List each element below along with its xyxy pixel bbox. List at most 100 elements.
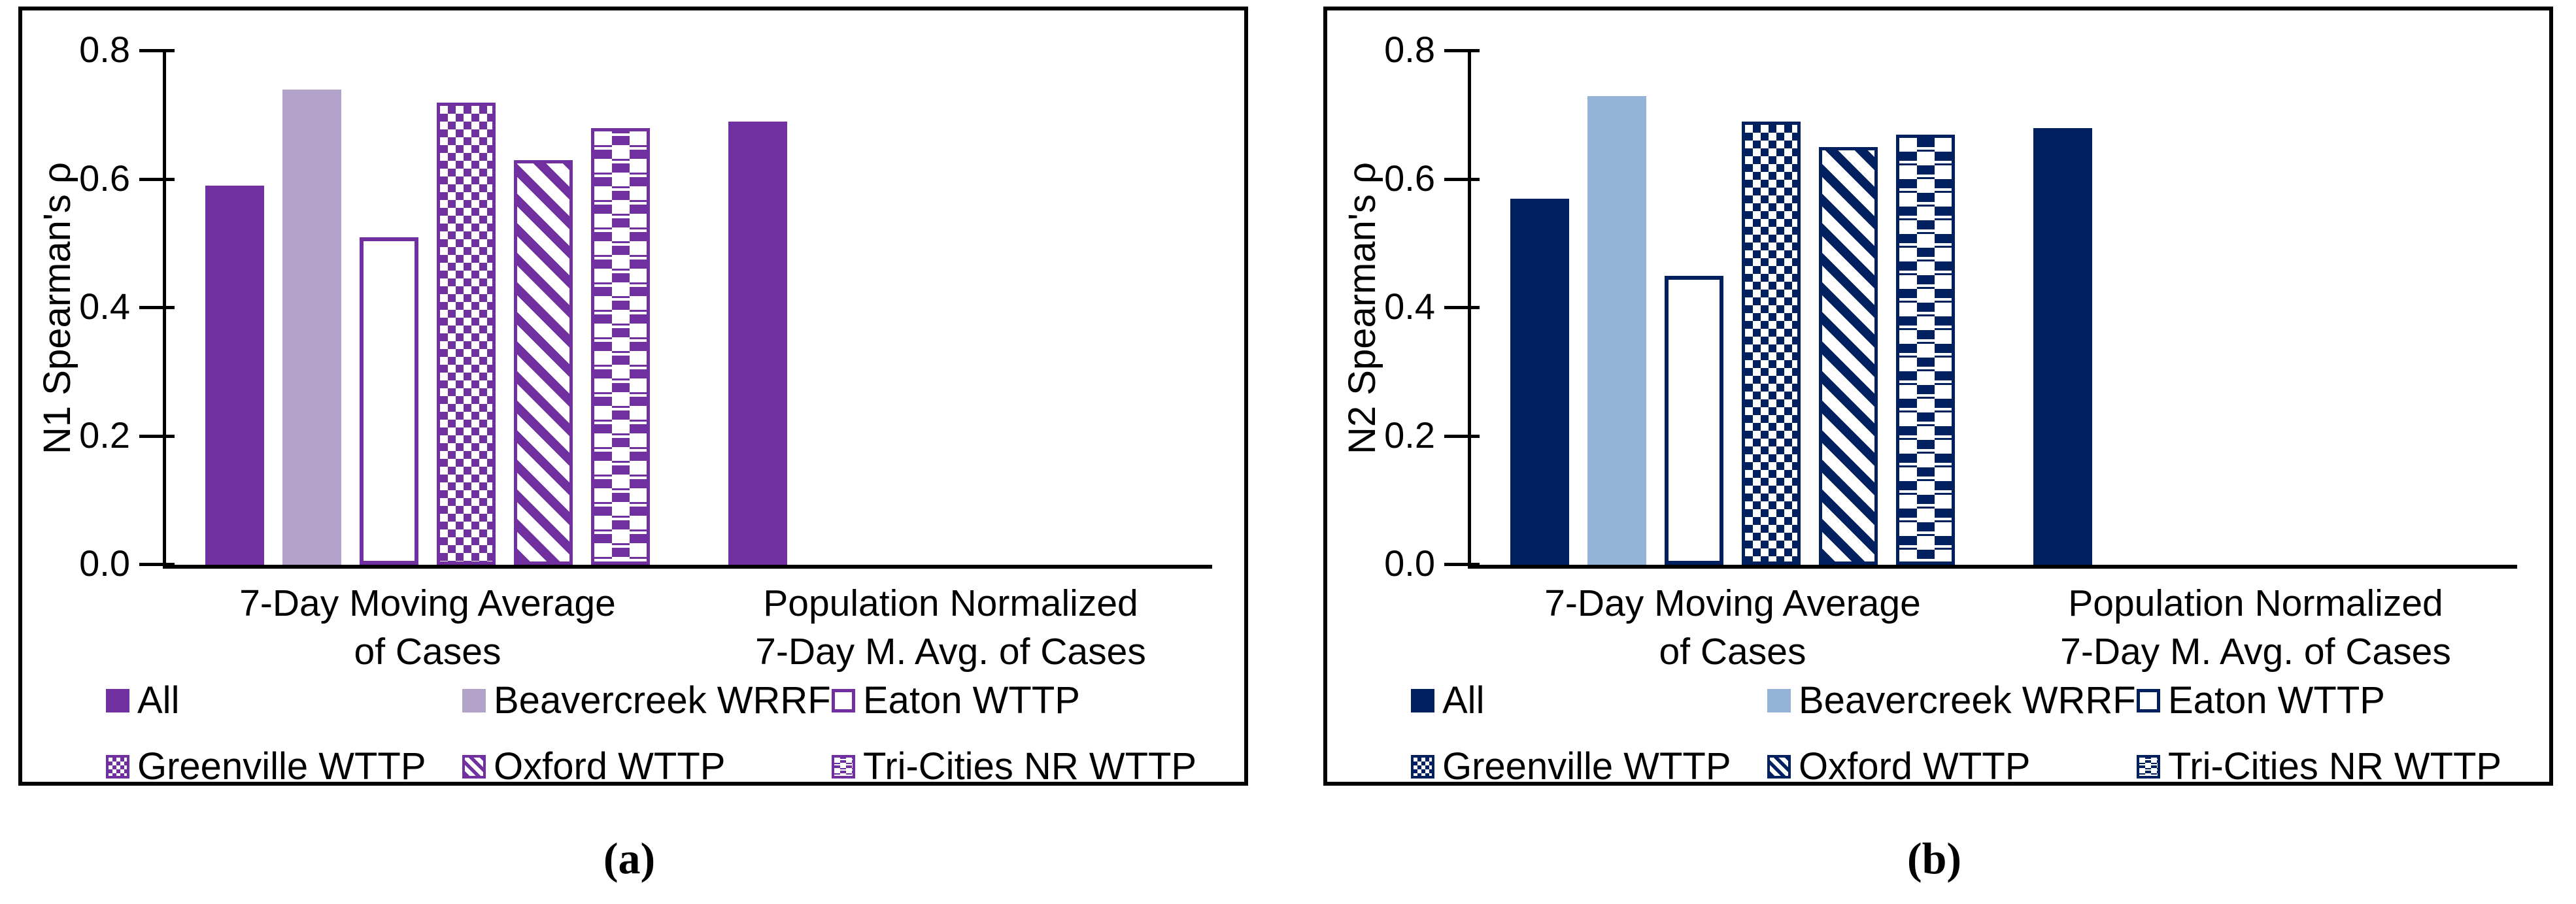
x-category-label-line: of Cases <box>354 631 501 673</box>
y-tick-label: 0.2 <box>79 414 130 456</box>
legend-swatch-tri-cities-nr-wttp <box>2137 754 2160 778</box>
x-category-label-line: Population Normalized <box>763 582 1138 624</box>
bar-all-cat1 <box>205 186 264 565</box>
caption-a: (a) <box>603 833 656 883</box>
bar-greenville-wttp-cat1 <box>1742 122 1801 565</box>
legend-label-tri-cities-nr-wttp: Tri-Cities NR WTTP <box>2168 745 2502 788</box>
legend-item-greenville-wttp: Greenville WTTP <box>106 745 462 788</box>
category-group-2 <box>689 51 1212 565</box>
bar-slot <box>514 51 573 565</box>
x-category-label-2: Population Normalized 7-Day M. Avg. of Ca… <box>689 579 1212 676</box>
legend-label-all: All <box>1442 679 1485 722</box>
y-tick-label: 0.0 <box>79 543 130 584</box>
legend-label-beavercreek-wrrf: Beavercreek WRRF <box>1799 679 2136 722</box>
x-category-label-line: 7-Day M. Avg. of Cases <box>2060 631 2451 673</box>
legend-item-eaton-wttp: Eaton WTTP <box>832 678 1204 722</box>
legend-label-greenville-wttp: Greenville WTTP <box>1442 745 1731 788</box>
legend-swatch-all <box>106 688 129 712</box>
y-tick <box>1444 49 1480 52</box>
category-group-2 <box>1994 51 2517 565</box>
bar-slot <box>1510 51 1569 565</box>
y-tick-label: 0.4 <box>1384 286 1435 327</box>
category-group-1 <box>1471 51 1994 565</box>
chart-panel-a: N1 Spearman's ρ 0.0 0.2 0.4 0.6 0.8 7-Day Movi… <box>18 7 1248 788</box>
legend-item-eaton-wttp: Eaton WTTP <box>2137 678 2509 722</box>
bar-slot <box>1114 51 1173 565</box>
legend-swatch-greenville-wttp <box>1411 754 1434 778</box>
bar-tri-cities-nr-wttp-cat1 <box>1896 134 1955 565</box>
bar-beavercreek-wrrf-cat1 <box>282 89 341 565</box>
bar-all-cat2 <box>2033 127 2092 565</box>
y-tick-label: 0.8 <box>1384 29 1435 70</box>
x-category-label-1: 7-Day Moving Average of Cases <box>166 579 689 676</box>
legend-label-eaton-wttp: Eaton WTTP <box>863 679 1080 722</box>
x-category-label-line: 7-Day Moving Average <box>1544 582 1921 624</box>
legend-label-beavercreek-wrrf: Beavercreek WRRF <box>494 679 831 722</box>
bar-beavercreek-wrrf-cat1 <box>1587 95 1646 565</box>
bar-slot <box>1742 51 1801 565</box>
y-tick-label: 0.8 <box>79 29 130 70</box>
caption-b: (b) <box>1907 833 1962 883</box>
bar-slot <box>2188 51 2246 565</box>
legend-item-beavercreek-wrrf: Beavercreek WRRF <box>462 678 832 722</box>
plot-area: 0.0 0.2 0.4 0.6 0.8 7-Day Moving Average of Ca… <box>1384 31 2517 673</box>
legend-item-tri-cities-nr-wttp: Tri-Cities NR WTTP <box>2137 745 2509 788</box>
bar-slot <box>1819 51 1878 565</box>
y-tick <box>139 306 175 309</box>
category-group-1 <box>166 51 689 565</box>
y-tick <box>1444 434 1480 438</box>
legend: All Beavercreek WRRF Eaton WTTP Greenville … <box>1411 678 2509 788</box>
bar-slot <box>360 51 418 565</box>
bar-slot <box>883 51 941 565</box>
legend-label-greenville-wttp: Greenville WTTP <box>137 745 426 788</box>
chart-panel-b: N2 Spearman's ρ 0.0 0.2 0.4 0.6 0.8 7-Day Movi… <box>1323 7 2553 788</box>
bar-slot <box>2033 51 2092 565</box>
bar-slot <box>1665 51 1723 565</box>
x-category-label-line: 7-Day Moving Average <box>239 582 616 624</box>
legend-item-beavercreek-wrrf: Beavercreek WRRF <box>1767 678 2137 722</box>
legend-item-tri-cities-nr-wttp: Tri-Cities NR WTTP <box>832 745 1204 788</box>
legend-label-oxford-wttp: Oxford WTTP <box>1799 745 2031 788</box>
legend-swatch-eaton-wttp <box>832 688 855 712</box>
x-category-label-line: 7-Day M. Avg. of Cases <box>755 631 1146 673</box>
bar-greenville-wttp-cat1 <box>437 102 496 565</box>
legend-swatch-beavercreek-wrrf <box>462 688 486 712</box>
legend-item-greenville-wttp: Greenville WTTP <box>1411 745 1767 788</box>
bar-slot <box>2419 51 2478 565</box>
bar-all-cat2 <box>728 122 787 565</box>
bars-container <box>166 51 1212 565</box>
legend-swatch-oxford-wttp <box>1767 754 1791 778</box>
x-category-label-line: of Cases <box>1659 631 1806 673</box>
legend: All Beavercreek WRRF Eaton WTTP Greenville … <box>106 678 1204 788</box>
legend-swatch-beavercreek-wrrf <box>1767 688 1791 712</box>
y-tick <box>1444 563 1480 566</box>
bar-slot <box>2342 51 2401 565</box>
bar-all-cat1 <box>1510 198 1569 565</box>
bar-slot <box>1037 51 1096 565</box>
y-tick-label: 0.2 <box>1384 414 1435 456</box>
x-category-label-1: 7-Day Moving Average of Cases <box>1471 579 1994 676</box>
x-category-label-line: Population Normalized <box>2068 582 2443 624</box>
legend-item-all: All <box>106 678 462 722</box>
legend-label-eaton-wttp: Eaton WTTP <box>2168 679 2385 722</box>
legend-swatch-oxford-wttp <box>462 754 486 778</box>
bar-slot <box>728 51 787 565</box>
legend-swatch-eaton-wttp <box>2137 688 2160 712</box>
y-tick <box>139 434 175 438</box>
bar-slot <box>205 51 264 565</box>
x-category-label-2: Population Normalized 7-Day M. Avg. of Ca… <box>1994 579 2517 676</box>
legend-item-all: All <box>1411 678 1767 722</box>
bar-slot <box>1896 51 1955 565</box>
bar-tri-cities-nr-wttp-cat1 <box>591 127 650 565</box>
y-tick-label: 0.6 <box>1384 157 1435 199</box>
bar-oxford-wttp-cat1 <box>514 160 573 565</box>
legend-label-oxford-wttp: Oxford WTTP <box>494 745 726 788</box>
y-tick-label: 0.6 <box>79 157 130 199</box>
bar-oxford-wttp-cat1 <box>1819 147 1878 565</box>
y-tick <box>1444 177 1480 181</box>
bar-eaton-wttp-cat1 <box>360 237 418 565</box>
bar-slot <box>282 51 341 565</box>
bar-slot <box>2265 51 2324 565</box>
legend-swatch-all <box>1411 688 1434 712</box>
